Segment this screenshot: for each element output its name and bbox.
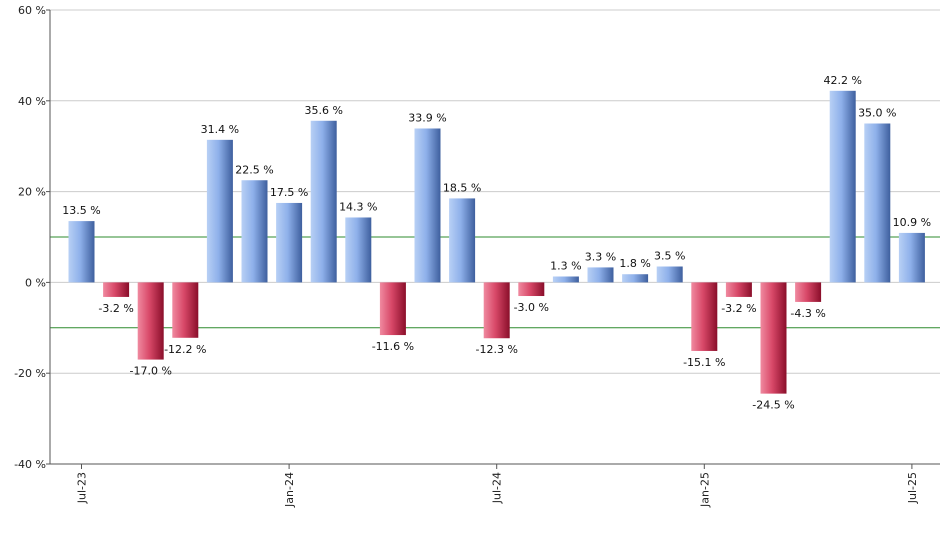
bar bbox=[379, 282, 406, 336]
y-tick-label: 20 % bbox=[18, 186, 46, 199]
data-label: -15.1 % bbox=[683, 356, 725, 369]
data-label: 3.5 % bbox=[654, 250, 685, 263]
bar bbox=[725, 282, 752, 297]
bar bbox=[68, 221, 95, 283]
data-label: 3.3 % bbox=[585, 250, 616, 263]
data-label: 42.2 % bbox=[823, 74, 861, 87]
data-label: 22.5 % bbox=[235, 163, 273, 176]
bar bbox=[103, 282, 130, 297]
data-label: -3.2 % bbox=[98, 302, 133, 315]
x-tick-label: Jan-25 bbox=[698, 472, 711, 508]
bar bbox=[449, 198, 476, 283]
x-tick-label: Jul-24 bbox=[491, 472, 504, 504]
bar bbox=[241, 180, 268, 283]
bar bbox=[691, 282, 718, 351]
y-tick-label: 40 % bbox=[18, 95, 46, 108]
bar bbox=[898, 232, 925, 283]
data-label: 10.9 % bbox=[893, 216, 931, 229]
data-label: 35.6 % bbox=[304, 104, 342, 117]
bar bbox=[829, 90, 856, 283]
bar bbox=[276, 202, 303, 283]
bar bbox=[552, 276, 579, 283]
data-label: 14.3 % bbox=[339, 200, 377, 213]
data-label: 18.5 % bbox=[443, 181, 481, 194]
data-labels: 13.5 % -3.2 % -17.0 % -12.2 % 31.4 % 22.5 % 17… bbox=[62, 74, 931, 412]
bar bbox=[172, 282, 199, 338]
data-label: -17.0 % bbox=[129, 365, 171, 378]
bar bbox=[518, 282, 545, 297]
y-tick-label: 0 % bbox=[25, 276, 46, 289]
bar bbox=[414, 128, 441, 283]
bar bbox=[587, 267, 614, 283]
data-label: 1.3 % bbox=[550, 259, 581, 272]
data-label: 33.9 % bbox=[408, 111, 446, 124]
bar bbox=[345, 217, 372, 283]
bars bbox=[68, 90, 925, 394]
bar bbox=[760, 282, 787, 394]
data-label: -3.2 % bbox=[721, 302, 756, 315]
data-label: -12.3 % bbox=[475, 343, 517, 356]
data-label: 31.4 % bbox=[201, 123, 239, 136]
bar bbox=[795, 282, 822, 302]
bar bbox=[206, 139, 233, 283]
y-tick-label: -40 % bbox=[14, 458, 46, 471]
bar bbox=[622, 274, 649, 283]
bar bbox=[656, 266, 683, 283]
bar bbox=[483, 282, 510, 339]
data-label: 1.8 % bbox=[619, 257, 650, 270]
bar bbox=[310, 120, 337, 283]
x-tick-label: Jan-24 bbox=[283, 472, 296, 508]
x-tick-label: Jul-25 bbox=[906, 472, 919, 504]
data-label: 13.5 % bbox=[62, 204, 100, 217]
y-tick-label: -20 % bbox=[14, 367, 46, 380]
data-label: -3.0 % bbox=[514, 301, 549, 314]
x-tick-label: Jul-23 bbox=[76, 472, 89, 504]
bar bbox=[864, 123, 891, 283]
y-tick-label: 60 % bbox=[18, 4, 46, 17]
data-label: -11.6 % bbox=[372, 340, 414, 353]
data-label: 17.5 % bbox=[270, 186, 308, 199]
data-label: -4.3 % bbox=[790, 307, 825, 320]
data-label: -12.2 % bbox=[164, 343, 206, 356]
axes: 60 % 40 % 20 % 0 % -20 % -40 % Jul-23 Jan-24 Jul… bbox=[14, 4, 940, 508]
data-label: -24.5 % bbox=[752, 399, 794, 412]
bar bbox=[137, 282, 164, 360]
data-label: 35.0 % bbox=[858, 107, 896, 120]
